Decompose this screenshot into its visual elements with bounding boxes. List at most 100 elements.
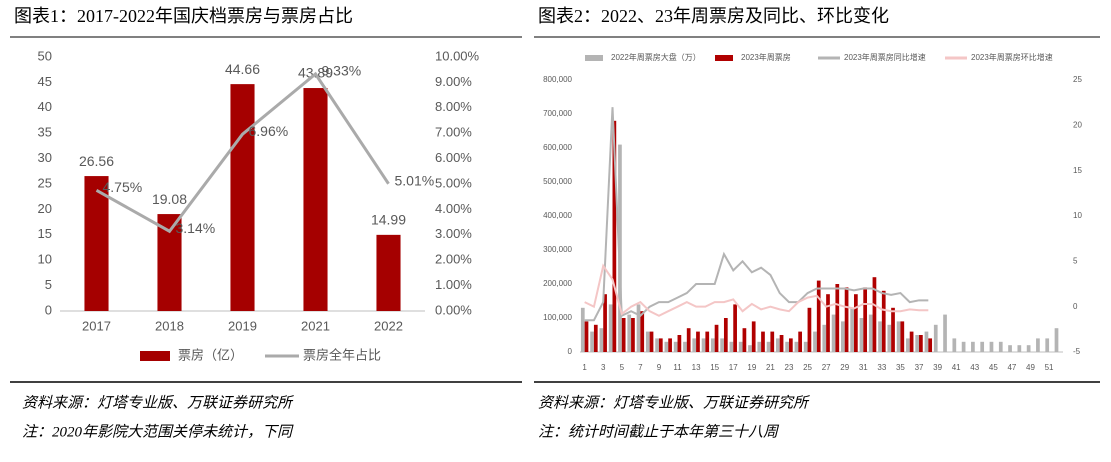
bar — [621, 318, 626, 352]
tick-label: 100,000 — [543, 313, 572, 322]
data-label: 44.66 — [225, 61, 260, 77]
tick-label: 40 — [38, 99, 52, 114]
chart-title: 图表1：2017-2022年国庆档票房与票房占比 — [14, 6, 353, 26]
bar — [881, 290, 886, 352]
data-label: 19.08 — [152, 191, 187, 207]
bar — [943, 314, 947, 352]
bar — [696, 331, 700, 352]
bar — [1054, 328, 1059, 352]
legend-label: 2023年周票房环比增速 — [971, 52, 1053, 62]
bar — [599, 328, 604, 352]
bar — [677, 335, 682, 352]
bar — [584, 321, 589, 352]
tick-label: 50 — [38, 48, 52, 63]
tick-label: 4.00% — [435, 201, 472, 216]
bar — [816, 280, 821, 352]
note: 注：统计时间截止于本年第三十八周 — [538, 423, 780, 440]
x-tick-label: 35 — [896, 363, 905, 372]
line — [584, 107, 929, 322]
tick-label: 5 — [45, 277, 52, 292]
x-tick-label: 39 — [933, 363, 942, 372]
bar — [854, 294, 858, 352]
tick-label: 5.00% — [435, 175, 472, 190]
legend-label: 2023年周票房 — [741, 52, 791, 62]
bar — [590, 331, 594, 352]
bar — [729, 341, 734, 352]
tick-label: 20 — [38, 201, 52, 216]
bar — [733, 304, 737, 352]
data-label: 9.33% — [322, 63, 362, 79]
bar — [971, 341, 975, 352]
bar — [887, 324, 892, 352]
bar — [928, 338, 933, 352]
bar — [757, 341, 762, 352]
tick-label: 0 — [1073, 302, 1078, 311]
tick-label: 3.00% — [435, 226, 472, 241]
bar — [794, 341, 799, 352]
bar — [989, 341, 994, 352]
note: 注：2020年影院大范围关停未统计，下同 — [22, 423, 294, 440]
legend-swatch — [140, 351, 170, 361]
bar — [933, 324, 938, 352]
bar — [775, 338, 780, 352]
bar — [655, 338, 659, 352]
bar — [915, 335, 920, 352]
x-tick-label: 33 — [877, 363, 886, 372]
bar — [714, 324, 719, 352]
x-tick-label: 2021 — [301, 318, 330, 333]
bar — [683, 341, 687, 352]
bar — [766, 341, 771, 352]
legend-swatch — [585, 55, 603, 61]
x-tick-label: 25 — [803, 363, 812, 372]
tick-label: 6.00% — [435, 150, 472, 165]
data-label: 14.99 — [371, 212, 406, 228]
legend-label: 票房全年占比 — [303, 347, 381, 362]
bar — [822, 324, 827, 352]
tick-label: 400,000 — [543, 211, 572, 220]
data-label: 6.96% — [249, 123, 289, 139]
x-tick-label: 2022 — [374, 318, 403, 333]
bar — [668, 338, 672, 352]
tick-label: 0 — [45, 302, 52, 317]
bar — [649, 331, 654, 352]
tick-label: 10 — [38, 252, 52, 267]
bar — [1008, 345, 1012, 352]
bar — [859, 318, 864, 352]
bar — [919, 335, 923, 352]
tick-label: 800,000 — [543, 75, 572, 84]
bar — [593, 324, 598, 352]
bar — [618, 144, 622, 352]
bar — [807, 307, 812, 352]
x-tick-label: 23 — [785, 363, 794, 372]
tick-label: 5 — [1073, 256, 1078, 265]
bar — [785, 341, 789, 352]
x-tick-label: 43 — [970, 363, 979, 372]
tick-label: 700,000 — [543, 109, 572, 118]
bar — [692, 338, 697, 352]
bar — [627, 314, 632, 352]
tick-label: 2.00% — [435, 252, 472, 267]
bar — [1017, 345, 1022, 352]
tick-label: 9.00% — [435, 74, 472, 89]
bar — [720, 338, 724, 352]
bar — [612, 120, 617, 352]
bar — [603, 294, 607, 352]
bar — [738, 341, 743, 352]
x-tick-label: 7 — [638, 363, 643, 372]
legend-swatch — [715, 55, 733, 61]
line — [95, 71, 390, 234]
x-tick-label: 29 — [840, 363, 849, 372]
x-tick-label: 41 — [952, 363, 961, 372]
chart-title: 图表2：2022、23年周票房及同比、环比变化 — [538, 6, 889, 26]
bar — [779, 335, 784, 352]
x-tick-label: 5 — [620, 363, 625, 372]
bar — [658, 338, 663, 352]
bar — [723, 318, 728, 352]
bar — [748, 345, 752, 352]
legend-label: 票房（亿） — [178, 347, 243, 362]
bar — [906, 338, 910, 352]
bar — [835, 284, 840, 352]
tick-label: -5 — [1073, 347, 1081, 356]
x-tick-label: 9 — [657, 363, 662, 372]
bar — [826, 294, 830, 352]
